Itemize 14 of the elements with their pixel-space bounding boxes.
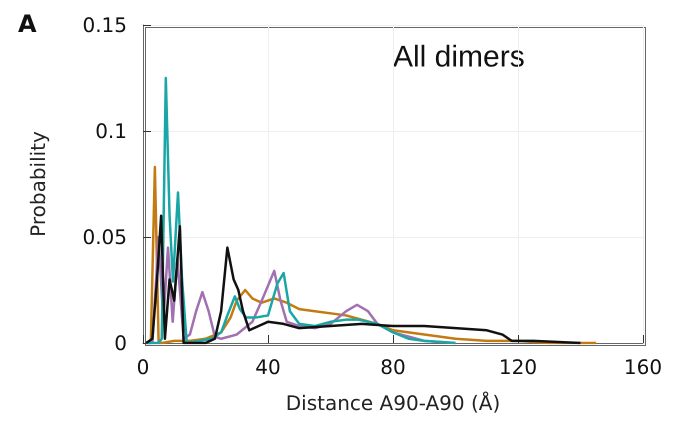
annotation: All dimers	[393, 40, 525, 74]
y-axis-title: Probability	[26, 130, 50, 237]
x-tick-label: 80	[380, 355, 406, 379]
y-tick-label: 0	[114, 331, 127, 355]
line-series	[144, 214, 582, 344]
y-tick-label: 0.1	[95, 119, 127, 143]
y-tick-label: 0.15	[82, 13, 127, 37]
x-axis-title: Distance A90-A90 (Å)	[286, 391, 500, 415]
x-tick-label: 40	[255, 355, 281, 379]
text: A	[18, 10, 37, 38]
x-tick-label: 120	[498, 355, 538, 379]
x-tick-label: 0	[136, 355, 150, 379]
y-tick-label: 0.05	[82, 225, 127, 249]
x-tick-label: 160	[624, 355, 662, 379]
